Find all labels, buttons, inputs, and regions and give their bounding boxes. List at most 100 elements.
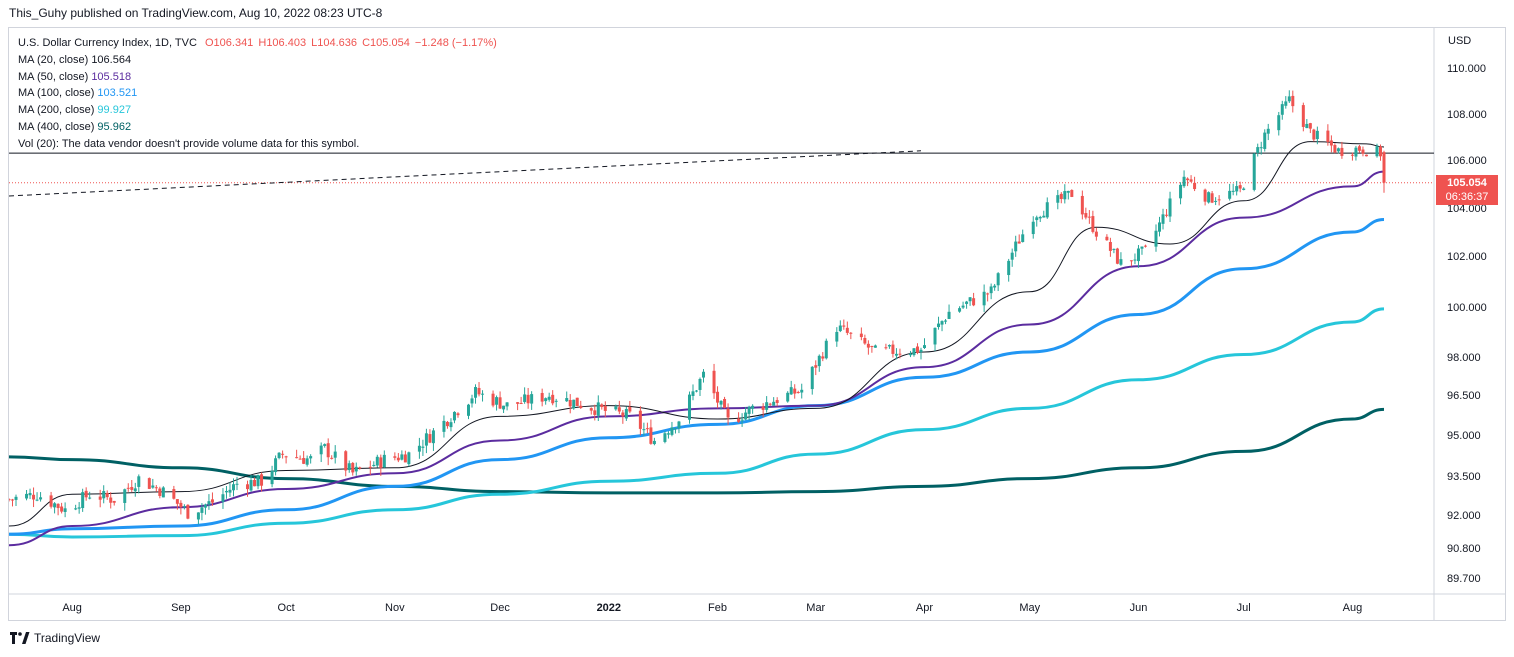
candle-body — [126, 487, 130, 489]
candle-body — [1350, 154, 1354, 156]
candle-body — [32, 494, 36, 500]
candle-body — [442, 420, 446, 432]
candle-body — [1284, 101, 1288, 106]
candle-body — [481, 393, 485, 395]
candle-body — [617, 407, 621, 412]
candle-body — [898, 353, 902, 355]
candle-body — [1231, 190, 1235, 192]
candle-body — [158, 488, 162, 496]
legend-ma100[interactable]: MA (100, close) 103.521 — [18, 85, 497, 102]
candle-body — [1242, 188, 1246, 190]
candle-body — [368, 466, 372, 468]
candle-body — [547, 396, 551, 400]
candle-body — [859, 333, 863, 338]
candle-body — [972, 298, 976, 306]
candle-body — [1214, 200, 1218, 202]
candle-body — [175, 499, 179, 504]
candle-body — [922, 345, 926, 349]
candle-body — [105, 492, 109, 498]
candle-body — [849, 332, 853, 334]
candle-body — [1340, 147, 1344, 156]
y-tick-label: 98.000 — [1447, 352, 1481, 364]
candle-body — [81, 492, 85, 509]
x-tick-label: Sep — [171, 602, 191, 614]
candle-body — [53, 503, 57, 508]
candle-body — [256, 474, 260, 487]
candle-body — [965, 301, 969, 304]
candle-body — [642, 429, 646, 431]
candle-body — [1070, 190, 1074, 197]
x-tick-label: Dec — [490, 602, 510, 614]
candle-body — [1326, 130, 1330, 142]
candle-body — [1361, 149, 1365, 154]
footer-brand[interactable]: TradingView — [34, 631, 101, 645]
candle-body — [1277, 115, 1281, 131]
symbol-name[interactable]: U.S. Dollar Currency Index, 1D, TVC — [18, 37, 197, 49]
y-tick-label: 95.000 — [1447, 430, 1481, 442]
candle-body — [624, 408, 628, 419]
candle-body — [326, 443, 330, 458]
legend-volume[interactable]: Vol (20): The data vendor doesn't provid… — [18, 137, 360, 150]
legend-ma200[interactable]: MA (200, close) 99.927 — [18, 102, 497, 119]
candle-body — [996, 273, 1000, 286]
ma400-value: 95.962 — [97, 120, 132, 133]
ma-line-100 — [9, 217, 1385, 536]
candle-body — [1263, 132, 1267, 149]
candle-body — [1207, 192, 1211, 203]
candle-body — [1045, 202, 1049, 218]
candle-body — [235, 483, 239, 485]
candle-body — [358, 467, 362, 469]
candle-body — [575, 397, 579, 407]
high-value: H106.403 — [258, 37, 307, 49]
low-value: L104.636 — [311, 37, 358, 49]
candle-body — [887, 345, 891, 347]
candle-body — [726, 408, 730, 418]
candle-body — [1375, 146, 1379, 157]
candle-body — [270, 470, 274, 485]
candle-body — [179, 502, 183, 508]
candle-body — [1091, 216, 1095, 232]
candle-body — [982, 291, 986, 306]
candle-body — [449, 422, 453, 428]
ma50-label: MA (50, close) — [18, 70, 89, 83]
candle-body — [621, 412, 625, 417]
candle-body — [824, 340, 828, 359]
y-tick-label: 93.500 — [1447, 471, 1481, 483]
candle-body — [1378, 146, 1382, 157]
trend-line — [9, 150, 922, 197]
candle-body — [470, 398, 474, 404]
legend-ma20[interactable]: MA (20, close) 106.564 — [18, 52, 497, 69]
candle-body — [11, 499, 15, 501]
candle-body — [186, 504, 190, 519]
candle-body — [196, 512, 200, 520]
candle-body — [691, 391, 695, 396]
candle-body — [445, 421, 449, 427]
candle-body — [961, 305, 965, 308]
y-tick-label: 92.000 — [1447, 510, 1481, 522]
candle-body — [382, 454, 386, 468]
candle-body — [519, 403, 523, 405]
candle-body — [277, 452, 281, 458]
legend-ma400[interactable]: MA (400, close) 95.962 — [18, 119, 497, 136]
candle-body — [84, 490, 88, 498]
candle-body — [1066, 190, 1070, 193]
legend-ma50[interactable]: MA (50, close) 105.518 — [18, 69, 497, 86]
legend-symbol-row: U.S. Dollar Currency Index, 1D, TVC O106… — [18, 35, 497, 52]
candle-body — [933, 327, 937, 345]
candle-body — [768, 403, 772, 405]
x-tick-label: Mar — [806, 602, 825, 614]
candle-body — [1312, 129, 1316, 140]
candle-body — [1179, 184, 1183, 199]
x-tick-label: Aug — [1343, 602, 1363, 614]
candle-body — [498, 397, 502, 409]
plot-area[interactable] — [8, 90, 1435, 547]
candle-body — [579, 405, 583, 409]
candle-body — [305, 458, 309, 465]
candle-body — [9, 499, 11, 501]
candle-body — [793, 388, 797, 394]
candle-body — [28, 493, 32, 496]
candle-body — [968, 297, 972, 302]
candle-body — [772, 401, 776, 406]
candle-body — [698, 378, 702, 390]
